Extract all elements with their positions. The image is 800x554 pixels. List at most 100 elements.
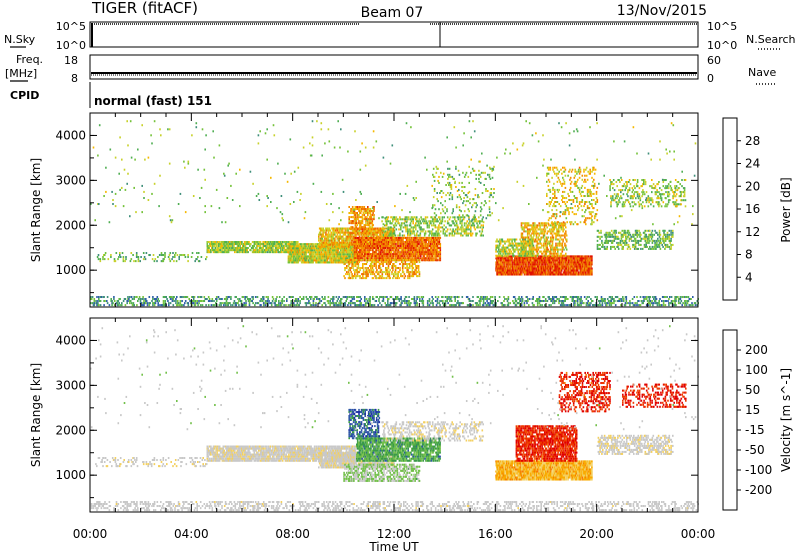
- data-cell: [429, 253, 432, 256]
- data-cell: [387, 265, 390, 268]
- data-cell: [432, 247, 434, 250]
- data-cell: [259, 247, 262, 250]
- data-cell: [345, 235, 348, 238]
- data-cell: [315, 261, 317, 264]
- data-cell: [422, 243, 425, 246]
- data-cell: [207, 296, 210, 299]
- data-cell: [373, 228, 375, 231]
- data-cell: [657, 302, 660, 305]
- data-cell: [205, 256, 208, 259]
- data-cell: [428, 251, 431, 254]
- data-cell: [135, 252, 138, 255]
- data-cell: [405, 228, 407, 231]
- data-cell: [409, 302, 411, 305]
- data-cell: [179, 254, 181, 257]
- data-cell: [160, 254, 163, 257]
- data-cell: [322, 233, 324, 236]
- data-cell: [164, 302, 167, 305]
- data-cell: [674, 302, 676, 305]
- data-cell: [224, 302, 227, 305]
- data-cell: [217, 241, 219, 244]
- data-cell: [308, 251, 310, 254]
- data-cell: [385, 249, 387, 252]
- data-cell: [413, 249, 416, 252]
- data-cell: [387, 300, 389, 303]
- data-cell: [401, 275, 403, 278]
- data-cell: [575, 300, 577, 303]
- data-cell: [163, 304, 166, 307]
- data-cell: [278, 304, 280, 307]
- data-cell: [370, 257, 372, 260]
- data-cell: [401, 243, 403, 246]
- data-cell: [242, 245, 244, 248]
- data-cell: [361, 245, 363, 248]
- data-cell: [311, 247, 314, 250]
- data-cell: [225, 296, 228, 299]
- data-cell: [163, 258, 165, 261]
- data-cell: [230, 241, 233, 244]
- data-cell: [384, 258, 386, 261]
- data-cell: [235, 249, 238, 252]
- data-cell: [331, 233, 333, 236]
- data-cell: [401, 230, 404, 233]
- data-cell: [349, 243, 351, 246]
- data-cell: [382, 253, 385, 256]
- data-cell: [392, 235, 395, 238]
- data-cell: [359, 245, 362, 248]
- data-cell: [414, 304, 417, 307]
- data-cell: [371, 245, 373, 248]
- data-cell: [654, 298, 657, 301]
- data-cell: [365, 298, 368, 301]
- data-cell: [381, 296, 384, 299]
- data-cell: [348, 245, 350, 248]
- data-cell: [300, 251, 303, 254]
- data-cell: [372, 298, 375, 301]
- data-cell: [329, 259, 331, 262]
- data-cell: [662, 296, 665, 299]
- data-cell: [296, 247, 299, 250]
- data-cell: [659, 304, 661, 307]
- data-cell: [429, 302, 432, 305]
- data-cell: [405, 258, 407, 261]
- data-cell: [369, 257, 371, 260]
- data-cell: [352, 277, 354, 280]
- data-cell: [235, 241, 238, 244]
- data-cell: [384, 296, 386, 299]
- data-cell: [346, 257, 348, 260]
- data-cell: [381, 255, 384, 258]
- data-cell: [417, 269, 420, 272]
- data-cell: [255, 247, 257, 250]
- data-cell: [353, 255, 356, 258]
- data-cell: [349, 237, 352, 240]
- data-cell: [172, 256, 174, 259]
- data-cell: [326, 237, 328, 240]
- data-cell: [377, 249, 379, 252]
- data-cell: [434, 216, 437, 219]
- data-cell: [226, 249, 228, 252]
- data-cell: [370, 210, 373, 213]
- data-cell: [382, 255, 385, 258]
- data-cell: [386, 218, 389, 221]
- data-cell: [423, 245, 426, 248]
- data-cell: [293, 302, 295, 305]
- data-cell: [320, 255, 322, 258]
- data-cell: [369, 249, 371, 252]
- data-cell: [412, 222, 414, 225]
- data-cell: [450, 296, 453, 299]
- data-cell: [406, 255, 409, 258]
- data-cell: [278, 247, 280, 250]
- data-cell: [207, 304, 210, 307]
- data-cell: [300, 253, 302, 256]
- data-cell: [398, 300, 401, 303]
- data-cell: [169, 260, 172, 263]
- data-cell: [634, 302, 636, 305]
- data-cell: [375, 245, 378, 248]
- data-cell: [438, 228, 440, 231]
- data-cell: [207, 251, 209, 254]
- data-cell: [688, 298, 691, 301]
- data-cell: [290, 300, 292, 303]
- data-cell: [684, 300, 686, 303]
- data-cell: [363, 245, 365, 248]
- data-cell: [353, 235, 356, 238]
- data-cell: [384, 277, 386, 280]
